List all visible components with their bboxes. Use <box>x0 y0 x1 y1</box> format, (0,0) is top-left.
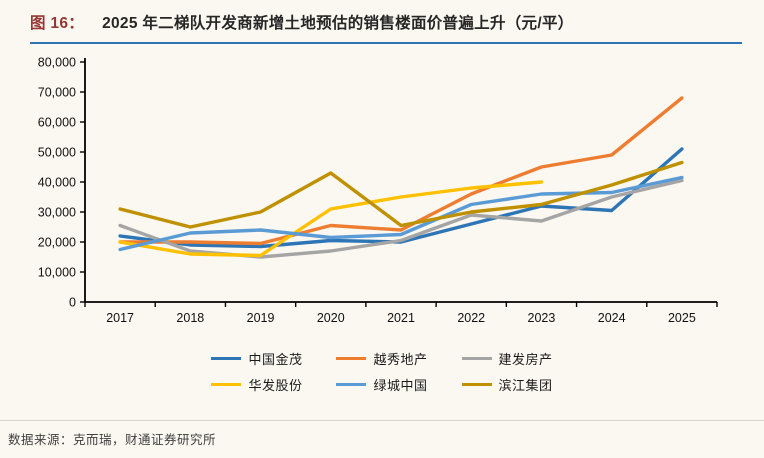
series-swatch-orange <box>336 356 367 361</box>
svg-text:2021: 2021 <box>387 311 415 325</box>
legend-item: 中国金茂 <box>211 349 302 368</box>
series-swatch-blue <box>211 356 242 361</box>
legend-item: 滨江集团 <box>461 375 553 394</box>
legend-label: 华发股份 <box>248 378 303 393</box>
legend-item: 华发股份 <box>211 375 302 394</box>
title-divider <box>30 42 742 44</box>
svg-text:20,000: 20,000 <box>38 236 76 250</box>
legend-label: 滨江集团 <box>498 378 553 393</box>
svg-text:2020: 2020 <box>317 311 345 325</box>
chart-legend: 中国金茂 越秀地产 建发房产 华发股份 绿城中国 滨江集团 <box>60 349 704 394</box>
svg-text:2017: 2017 <box>106 311 134 325</box>
svg-text:60,000: 60,000 <box>38 116 76 130</box>
legend-item: 绿城中国 <box>336 375 427 394</box>
series-swatch-gray <box>461 356 492 361</box>
svg-text:2022: 2022 <box>457 311 485 325</box>
series-swatch-yellow <box>211 382 242 387</box>
footer-divider <box>0 420 764 421</box>
svg-text:2024: 2024 <box>598 311 626 325</box>
svg-text:80,000: 80,000 <box>38 56 76 70</box>
figure-title: 2025 年二梯队开发商新增土地预估的销售楼面价普遍上升（元/平） <box>102 15 574 32</box>
legend-label: 中国金茂 <box>248 352 303 367</box>
series-swatch-lightblue <box>336 382 367 387</box>
svg-text:0: 0 <box>69 296 76 310</box>
svg-text:2019: 2019 <box>247 311 275 325</box>
figure-number-label: 图 16： <box>30 15 85 32</box>
legend-label: 建发房产 <box>498 352 553 367</box>
legend-row-2: 华发股份 绿城中国 滨江集团 <box>211 375 552 394</box>
legend-label: 绿城中国 <box>373 378 428 393</box>
svg-text:10,000: 10,000 <box>38 266 76 280</box>
svg-text:2023: 2023 <box>528 311 556 325</box>
page-title: 图 16： 2025 年二梯队开发商新增土地预估的销售楼面价普遍上升（元/平） <box>30 11 744 33</box>
svg-text:2025: 2025 <box>668 311 696 325</box>
series-swatch-olive <box>461 382 492 387</box>
legend-item: 建发房产 <box>461 349 553 368</box>
legend-row-1: 中国金茂 越秀地产 建发房产 <box>211 349 552 368</box>
svg-text:2018: 2018 <box>176 311 204 325</box>
legend-item: 越秀地产 <box>336 349 427 368</box>
data-source-note: 数据来源：克而瑞，财通证券研究所 <box>8 433 217 447</box>
svg-text:40,000: 40,000 <box>38 176 76 190</box>
svg-text:30,000: 30,000 <box>38 206 76 220</box>
svg-text:50,000: 50,000 <box>38 146 76 160</box>
legend-label: 越秀地产 <box>373 352 428 367</box>
svg-text:70,000: 70,000 <box>38 86 76 100</box>
